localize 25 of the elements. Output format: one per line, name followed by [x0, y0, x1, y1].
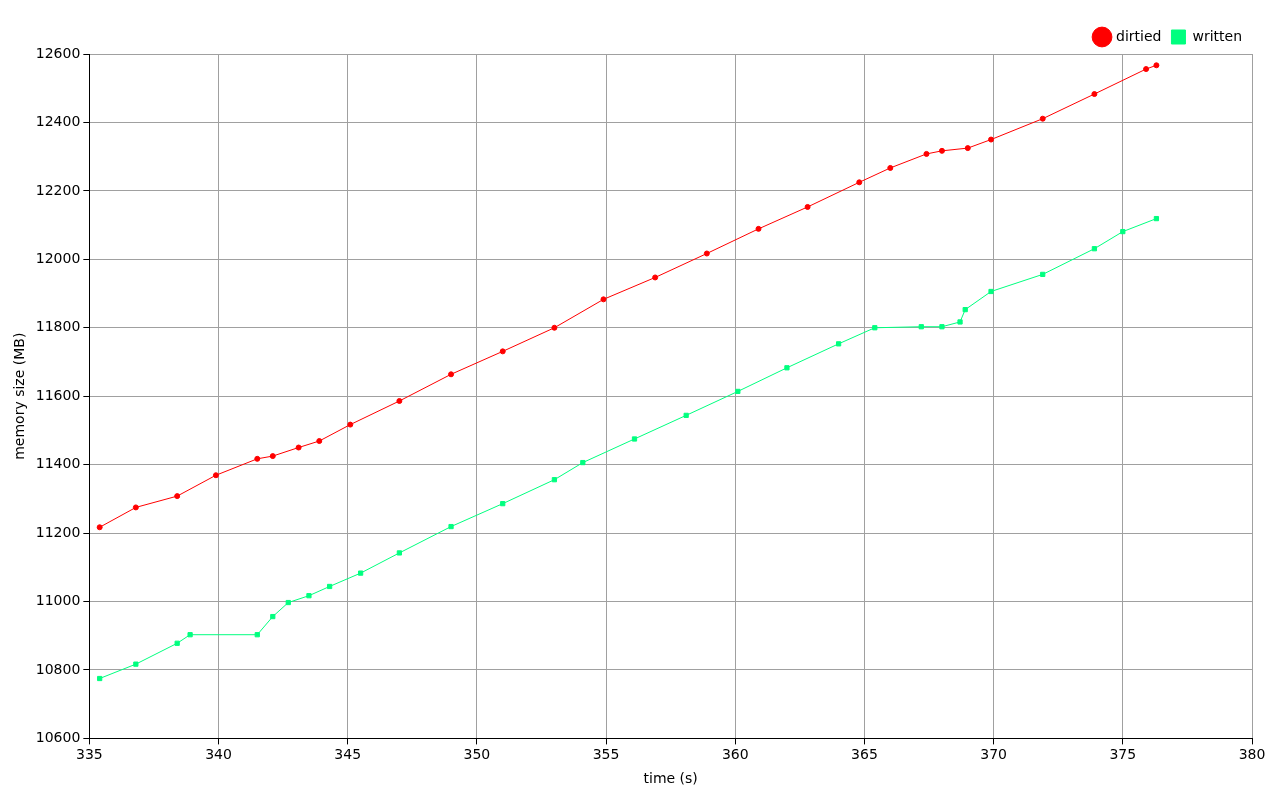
y-tick-label: 11200	[35, 523, 81, 540]
y-tick-label: 12600	[35, 44, 81, 61]
y-tick-label: 10600	[35, 729, 81, 746]
legend-label: dirtied	[1116, 27, 1162, 44]
x-tick-label: 370	[980, 746, 1007, 763]
y-axis-title: memory size (MB)	[11, 332, 28, 460]
y-tick-label: 11800	[35, 318, 81, 335]
y-tick-label: 11400	[35, 455, 81, 472]
x-tick-label: 340	[205, 746, 232, 763]
x-tick-label: 365	[851, 746, 878, 763]
x-tick-label: 350	[463, 746, 491, 763]
x-tick-label: 380	[1238, 746, 1266, 763]
x-axis-title: time (s)	[643, 770, 698, 787]
y-tick-label: 10800	[35, 660, 81, 677]
x-tick-label: 360	[721, 746, 749, 763]
legend-label: written	[1192, 27, 1242, 44]
y-tick-label: 11000	[35, 592, 81, 609]
x-tick-label: 355	[592, 746, 620, 763]
x-tick-label: 345	[334, 746, 362, 763]
x-tick-label: 335	[75, 746, 103, 763]
y-tick-label: 12400	[35, 113, 81, 130]
y-tick-label: 12000	[35, 249, 81, 266]
x-tick-label: 375	[1109, 746, 1137, 763]
y-tick-label: 11600	[35, 386, 81, 403]
y-tick-label: 12200	[35, 181, 81, 198]
